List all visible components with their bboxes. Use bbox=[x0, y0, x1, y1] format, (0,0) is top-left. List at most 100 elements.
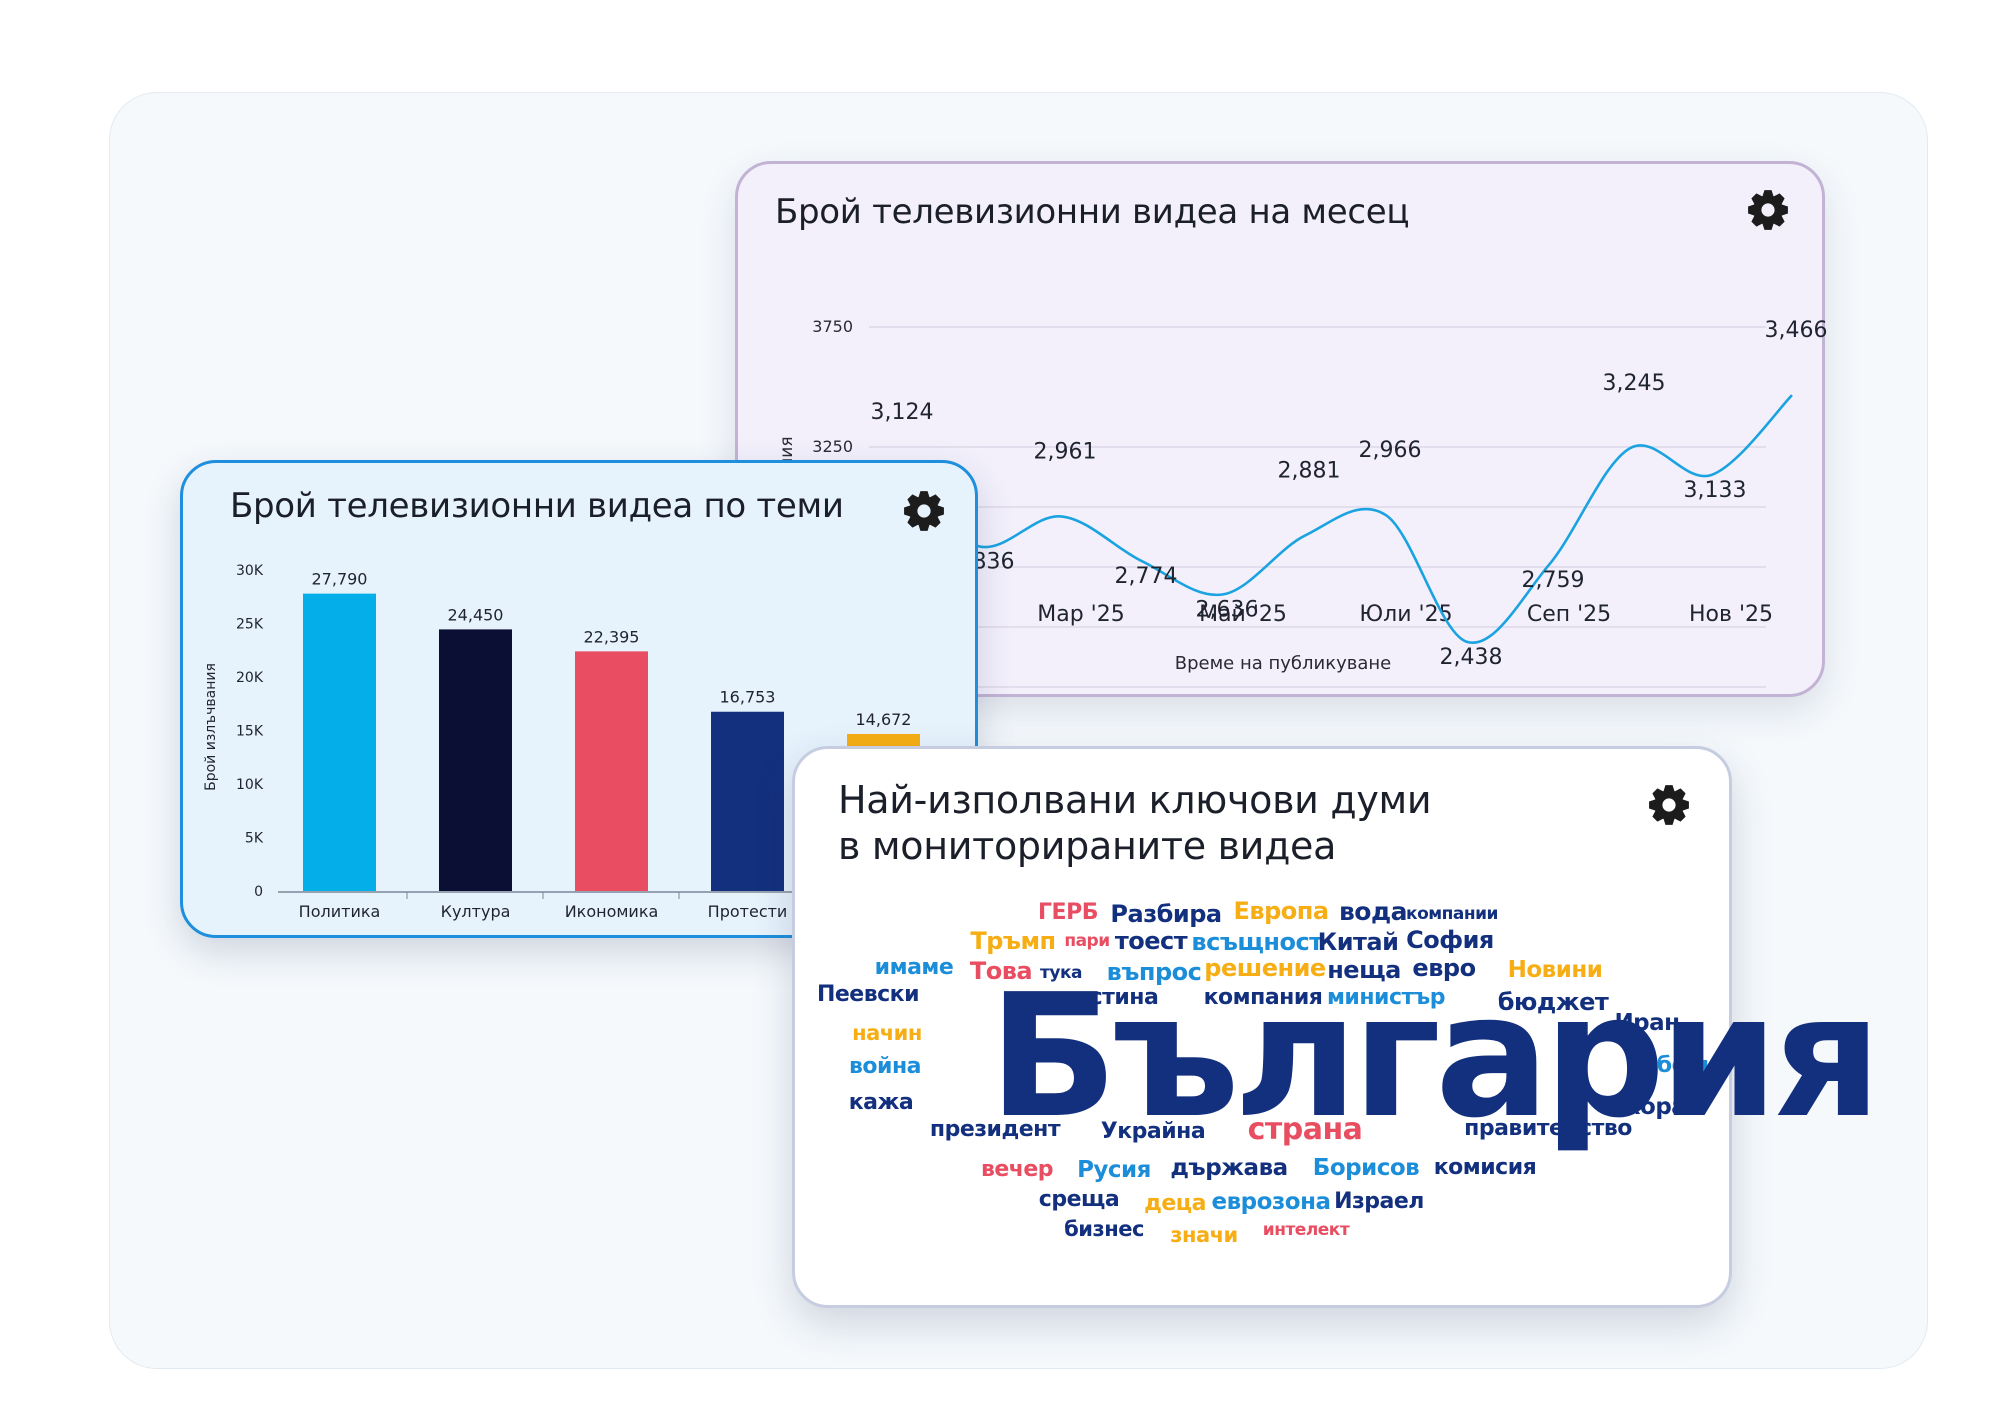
keyword: Разбира bbox=[1110, 900, 1222, 928]
keyword: президент bbox=[929, 1117, 1061, 1142]
bar-y-tick-label: 25K bbox=[236, 617, 264, 633]
keyword: бизнес bbox=[1064, 1217, 1144, 1241]
keyword: ГЕРБ bbox=[1038, 900, 1098, 925]
keyword: Това bbox=[969, 957, 1033, 985]
line-data-label: 3,466 bbox=[1765, 318, 1828, 343]
gear-icon[interactable] bbox=[1647, 783, 1691, 827]
keyword: компании bbox=[1406, 904, 1498, 924]
line-data-label: 2,961 bbox=[1034, 439, 1097, 464]
keyword: Китай bbox=[1317, 928, 1399, 956]
keyword: Тръмп bbox=[970, 927, 1056, 955]
bar-value-label: 14,672 bbox=[856, 710, 912, 729]
bar-y-tick-label: 20K bbox=[236, 670, 264, 686]
line-data-point bbox=[1301, 532, 1309, 540]
bar bbox=[711, 711, 784, 891]
line-y-tick-label: 3750 bbox=[812, 317, 853, 336]
line-data-point bbox=[1626, 444, 1634, 452]
bar-category-label: Протести bbox=[708, 902, 788, 921]
keyword: решение bbox=[1204, 954, 1326, 982]
keyword: Иран bbox=[1614, 1010, 1680, 1036]
line-data-point bbox=[1382, 511, 1390, 519]
line-data-point bbox=[1057, 512, 1065, 520]
keyword: еврозона bbox=[1211, 1189, 1332, 1215]
bar-category-label: Икономика bbox=[565, 902, 659, 921]
bar-value-label: 24,450 bbox=[448, 605, 504, 624]
keyword: Украйна bbox=[1100, 1119, 1206, 1144]
keyword: вода bbox=[1338, 897, 1408, 926]
bar-value-label: 16,753 bbox=[720, 688, 776, 707]
bar-y-tick-label: 15K bbox=[236, 724, 264, 740]
keyword: среща bbox=[1038, 1187, 1120, 1212]
keywords-card: Най-изполвани ключови думи в мониториран… bbox=[792, 746, 1882, 1308]
keyword: Пеевски bbox=[816, 982, 920, 1007]
bar-category-label: Култура bbox=[441, 902, 511, 921]
keyword: страна bbox=[1247, 1112, 1363, 1147]
keyword: евро bbox=[1412, 954, 1476, 982]
keyword: кажа bbox=[848, 1090, 914, 1115]
line-series-path bbox=[897, 394, 1793, 645]
line-x-tick-label: Май '25 bbox=[1199, 602, 1287, 627]
bar-category-label: Политика bbox=[299, 902, 381, 921]
line-data-label: 2,759 bbox=[1522, 568, 1585, 593]
keyword: пари bbox=[1064, 931, 1110, 951]
bar bbox=[575, 651, 648, 891]
line-data-label: 3,133 bbox=[1684, 478, 1747, 503]
keyword: държава bbox=[1170, 1155, 1288, 1181]
line-y-tick-label: 3250 bbox=[812, 437, 853, 456]
keyword: Русия bbox=[1077, 1157, 1151, 1183]
keywords-title-line-1: Най-изполвани ключови думи bbox=[838, 778, 1432, 822]
keyword: България bbox=[988, 958, 1881, 1156]
bar-y-tick-label: 5K bbox=[245, 831, 264, 847]
videos-by-topic-bar-chart: 30K 25K 20K 15K 10K 5K 0 Брой излъчвания 27,790 П… bbox=[203, 563, 975, 921]
keyword: София bbox=[1406, 926, 1494, 954]
line-x-axis-title: Време на публикуване bbox=[1175, 653, 1391, 674]
line-x-tick-label: Сеп '25 bbox=[1527, 602, 1611, 627]
line-x-tick-label: Нов '25 bbox=[1689, 602, 1773, 627]
line-data-label: 2,438 bbox=[1440, 645, 1503, 670]
keyword: имаме bbox=[874, 955, 954, 980]
bar-value-label: 22,395 bbox=[584, 627, 640, 646]
keyword: деца bbox=[1144, 1191, 1206, 1216]
line-data-label: 2,774 bbox=[1115, 564, 1178, 589]
bar-y-tick-label: 30K bbox=[236, 563, 264, 579]
keyword: наистина bbox=[1045, 985, 1159, 1010]
keyword: правителство bbox=[1464, 1116, 1632, 1141]
keyword: начин bbox=[852, 1021, 922, 1045]
keyword: неща bbox=[1327, 956, 1401, 984]
line-x-tick-label: Мар '25 bbox=[1037, 602, 1124, 627]
keyword: тоест bbox=[1114, 927, 1188, 955]
keywords-title: Най-изполвани ключови думи в мониториран… bbox=[838, 777, 1432, 869]
line-data-label: 2,881 bbox=[1278, 459, 1341, 484]
line-data-point bbox=[1788, 391, 1796, 399]
keyword: всъщност bbox=[1191, 928, 1323, 956]
keyword: хора bbox=[1625, 1094, 1687, 1120]
bar-y-axis-title: Брой излъчвания bbox=[203, 663, 219, 791]
keyword: избори bbox=[1629, 1053, 1717, 1078]
line-data-label: 2,966 bbox=[1359, 438, 1422, 463]
bar-y-tick-label: 10K bbox=[236, 777, 264, 793]
keyword: Европа bbox=[1233, 897, 1329, 925]
monthly-videos-title: Брой телевизионни видеа на месец bbox=[775, 192, 1410, 232]
bar bbox=[439, 629, 512, 891]
keyword: тука bbox=[1040, 963, 1082, 983]
keyword: значи bbox=[1170, 1223, 1238, 1247]
bar-y-tick-label: 0 bbox=[254, 884, 263, 900]
line-data-label: 3,124 bbox=[871, 400, 934, 425]
keyword: Борисов bbox=[1312, 1155, 1420, 1181]
keyword: интелект bbox=[1262, 1220, 1350, 1240]
keyword: компания bbox=[1203, 985, 1323, 1010]
keyword: вечер bbox=[980, 1157, 1054, 1182]
gear-icon[interactable] bbox=[1746, 188, 1790, 232]
keyword: въпрос bbox=[1106, 958, 1202, 986]
videos-by-topic-title: Брой телевизионни видеа по теми bbox=[230, 486, 844, 526]
bar-value-label: 27,790 bbox=[312, 570, 368, 589]
line-data-label: 2,636 bbox=[1196, 597, 1259, 622]
keyword: Новини bbox=[1507, 957, 1603, 983]
gear-icon[interactable] bbox=[902, 489, 946, 533]
keyword: бюджет bbox=[1497, 988, 1609, 1016]
keyword: Израел bbox=[1334, 1189, 1424, 1214]
line-data-label: 3,245 bbox=[1603, 371, 1666, 396]
keyword: комисия bbox=[1433, 1155, 1537, 1180]
keywords-title-line-2: в мониторираните видеа bbox=[838, 824, 1337, 868]
